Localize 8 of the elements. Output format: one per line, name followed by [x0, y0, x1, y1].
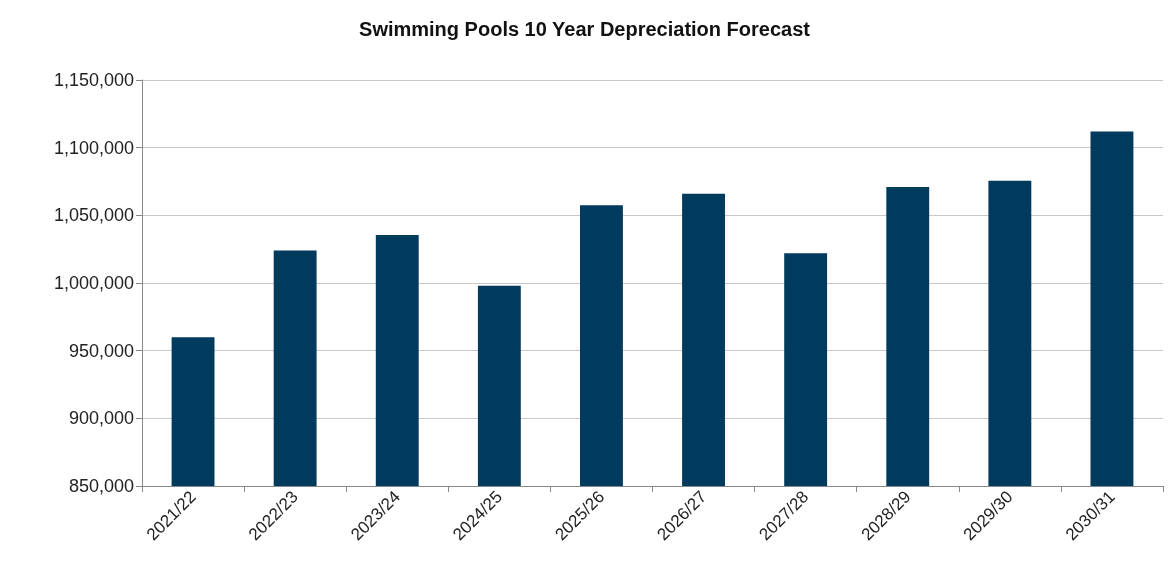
y-tick-label: 900,000: [68, 408, 134, 429]
y-tick-label: 1,100,000: [53, 137, 134, 158]
y-tick-label: 1,150,000: [53, 70, 134, 90]
y-tick-label: 1,000,000: [53, 273, 134, 293]
y-tick-label: 1,050,000: [53, 205, 134, 226]
y-tick-label: 950,000: [68, 340, 134, 361]
y-tick-label: 850,000: [68, 476, 134, 496]
chart-title: Swimming Pools 10 Year Depreciation Forecast: [359, 18, 811, 40]
